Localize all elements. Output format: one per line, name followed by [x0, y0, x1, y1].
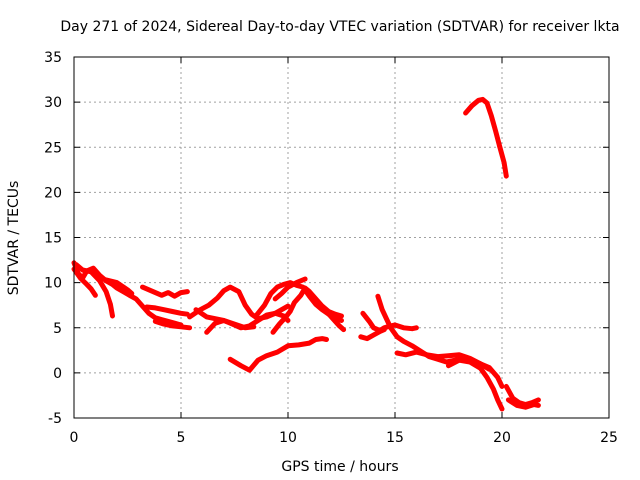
x-tick-label: 20: [493, 430, 511, 446]
series-line-arc-2: [71, 266, 98, 298]
series-line-arc-4: [103, 277, 135, 296]
series-line-arc-7: [152, 318, 193, 331]
x-axis-label: GPS time / hours: [281, 459, 398, 475]
y-tick-label: 20: [44, 185, 62, 201]
series-line-arc-22: [505, 397, 541, 410]
series-line-arc-13: [272, 276, 308, 302]
y-tick-label: 5: [53, 321, 62, 337]
series-line-arc-10: [204, 318, 257, 335]
y-axis-label: SDTVAR / TECUs: [6, 181, 22, 296]
axis-ticks: 0 5 10 15 20 25 -5 0 5 10 15 20 25 30 35: [44, 50, 618, 446]
series-line-arc-11: [227, 336, 329, 373]
series-group: [71, 96, 541, 412]
y-tick-label: 15: [44, 231, 62, 247]
series-line-arc-17: [358, 327, 387, 342]
series-line-arc-15: [315, 302, 347, 333]
series-line-arc-19: [394, 349, 492, 372]
series-line-arc-20: [446, 357, 505, 412]
x-tick-label: 10: [279, 430, 297, 446]
y-tick-label: 10: [44, 276, 62, 292]
series-line-arc-3: [73, 262, 115, 319]
series-line-arc-23: [463, 96, 509, 179]
x-tick-label: 15: [386, 430, 404, 446]
y-tick-label: 0: [53, 366, 62, 382]
chart-title: Day 271 of 2024, Sidereal Day-to-day VTE…: [60, 19, 619, 35]
series-line-arc-5: [140, 284, 190, 299]
y-tick-label: 25: [44, 140, 62, 156]
x-tick-label: 0: [70, 430, 79, 446]
y-tick-label: 30: [44, 95, 62, 111]
y-tick-label: -5: [48, 411, 62, 427]
x-tick-label: 25: [600, 430, 618, 446]
grid-lines: [74, 57, 609, 418]
x-tick-label: 5: [177, 430, 186, 446]
series-line-arc-6: [144, 304, 190, 317]
y-tick-label: 35: [44, 50, 62, 66]
